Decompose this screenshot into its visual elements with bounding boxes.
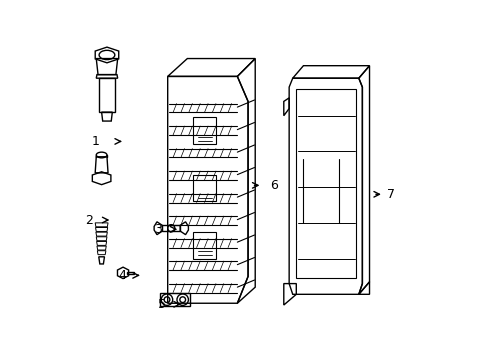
Text: 4: 4 bbox=[118, 269, 126, 282]
Text: 3: 3 bbox=[154, 223, 162, 236]
Text: 7: 7 bbox=[386, 188, 394, 201]
Text: 6: 6 bbox=[269, 179, 277, 192]
Text: 2: 2 bbox=[85, 213, 93, 226]
Text: 1: 1 bbox=[91, 135, 99, 148]
Text: 5: 5 bbox=[157, 298, 165, 311]
